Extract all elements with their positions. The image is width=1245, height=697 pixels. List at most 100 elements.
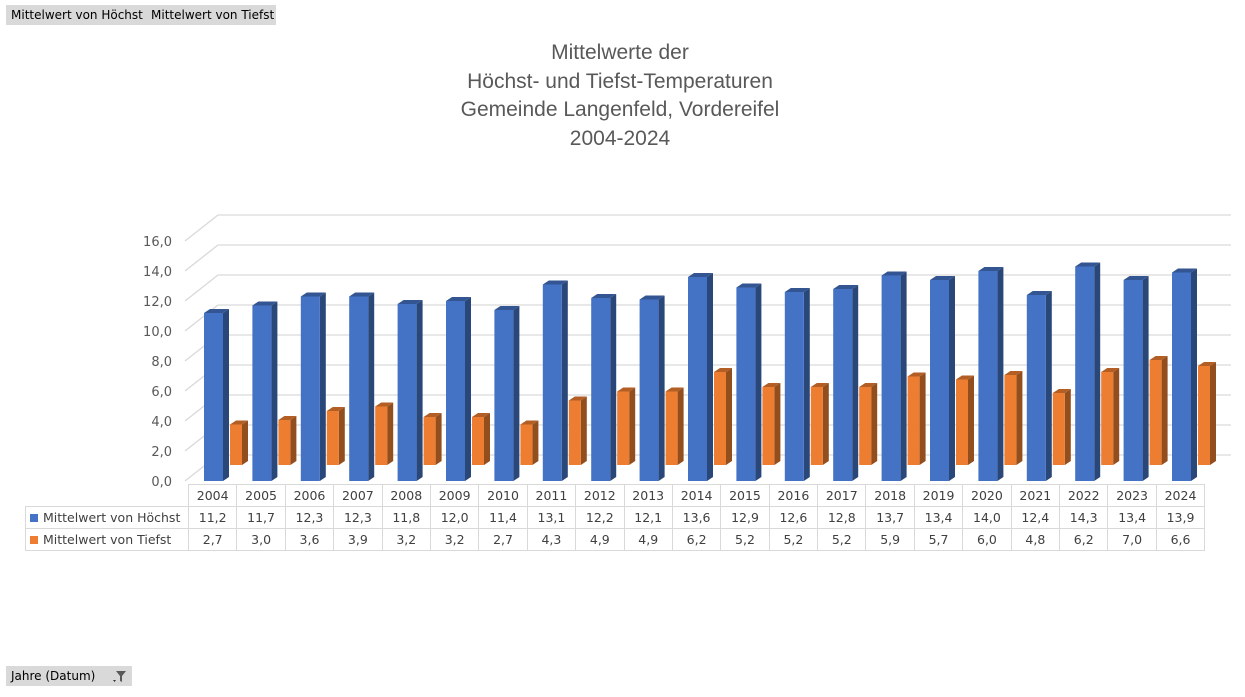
category-label: 2016: [768, 484, 819, 507]
bar-tiefst-top: [907, 372, 926, 377]
category-label: 2024: [1155, 484, 1206, 507]
data-label: 12,0: [429, 506, 480, 529]
bar-hoechst: [591, 298, 611, 481]
data-label: 5,9: [865, 528, 915, 551]
bar-hoechst-side: [223, 309, 229, 481]
title-line: Gemeinde Langenfeld, Vordereifel: [460, 98, 780, 121]
category-label: 2014: [671, 484, 722, 507]
field-button-hoechst[interactable]: Mittelwert von Höchst: [6, 5, 146, 25]
bar-hoechst-top: [1172, 268, 1197, 273]
bar-tiefst: [472, 417, 484, 465]
data-label: 12,1: [623, 506, 673, 529]
bar-tiefst: [1149, 360, 1162, 465]
bar-hoechst-side: [1094, 262, 1101, 481]
data-label: 5,2: [817, 528, 867, 551]
legend-key-tiefst: [30, 536, 38, 544]
bar-hoechst: [494, 310, 514, 481]
data-label: 6,0: [962, 528, 1012, 551]
data-table: 2004 2005 2006 2007 2008 2009 2010 2011 2012 2013…: [25, 484, 1206, 551]
bar-hoechst: [252, 305, 272, 481]
bar-tiefst-side: [822, 383, 829, 465]
category-label: 2010: [478, 484, 528, 507]
bar-tiefst-top: [1198, 362, 1216, 366]
bar-tiefst-top: [568, 396, 587, 401]
filter-dropdown-icon[interactable]: [112, 669, 126, 683]
data-label: 12,9: [720, 506, 770, 529]
data-label: 3,2: [381, 528, 431, 551]
data-label: 4,9: [623, 528, 673, 551]
data-label: 3,9: [333, 528, 383, 551]
bar-tiefst-side: [629, 387, 636, 465]
data-label: 12,6: [768, 506, 819, 529]
bar-tiefst-side: [968, 375, 974, 465]
bar-hoechst: [881, 275, 901, 481]
field-button-tiefst[interactable]: Mittelwert von Tiefst: [146, 5, 276, 25]
bar-tiefst-top: [278, 416, 297, 420]
bar-hoechst-side: [465, 297, 471, 481]
bar-tiefst-side: [919, 372, 926, 465]
bar-tiefst: [907, 376, 920, 465]
bar-hoechst-side: [949, 276, 955, 481]
bar-tiefst-top: [762, 383, 781, 387]
category-label: 2021: [1010, 484, 1061, 507]
data-label: 13,6: [671, 506, 722, 529]
data-label: 3,0: [236, 528, 286, 551]
bar-hoechst: [349, 296, 369, 481]
bar-tiefst-top: [520, 420, 539, 425]
bar-hoechst: [930, 280, 949, 481]
data-label: 11,2: [187, 506, 238, 529]
data-table-row: Mittelwert von Tiefst 2,7 3,0 3,6 3,9 3,2 3,2 2…: [25, 528, 1206, 551]
bar-hoechst: [639, 299, 659, 481]
data-label: 11,7: [236, 506, 286, 529]
bar-tiefst-side: [484, 413, 490, 465]
data-label: 5,7: [913, 528, 964, 551]
bar-hoechst: [397, 304, 417, 481]
bar-hoechst-top: [639, 295, 665, 300]
bar-tiefst-top: [617, 387, 636, 392]
bar-hoechst-top: [1075, 262, 1101, 267]
bar-tiefst: [810, 387, 823, 465]
bar-tiefst: [423, 417, 436, 465]
bar-hoechst-top: [542, 280, 568, 285]
data-label: 11,8: [381, 506, 431, 529]
bar-tiefst-top: [665, 387, 684, 392]
data-label: 13,7: [865, 506, 915, 529]
category-label: 2007: [333, 484, 383, 507]
bar-hoechst: [542, 284, 562, 481]
gridline-side: [184, 274, 219, 302]
y-tick-label: 12,0: [143, 295, 172, 310]
bar-tiefst-side: [774, 383, 781, 465]
bar-tiefst-top: [859, 383, 878, 387]
y-tick-label: 4,0: [151, 415, 172, 430]
bar-tiefst-side: [435, 413, 442, 465]
series-name: Mittelwert von Tiefst: [43, 532, 172, 547]
title-line: 2004-2024: [569, 126, 671, 150]
bar-hoechst-side: [707, 273, 713, 481]
data-label: 2,7: [478, 528, 528, 551]
bar-tiefst: [230, 424, 242, 465]
y-tick-label: 16,0: [143, 235, 172, 250]
category-label: 2020: [962, 484, 1012, 507]
category-label: 2008: [381, 484, 431, 507]
bar-hoechst: [204, 313, 223, 481]
bar-hoechst-side: [658, 295, 665, 481]
bar-hoechst-top: [397, 300, 423, 304]
bar-tiefst-side: [677, 387, 684, 465]
bar-hoechst-top: [591, 294, 617, 298]
bar-tiefst: [1198, 366, 1210, 465]
bar-hoechst-top: [784, 288, 810, 292]
y-tick-label: 8,0: [151, 355, 172, 370]
data-label: 12,3: [284, 506, 335, 529]
axis-field-button-jahre[interactable]: Jahre (Datum): [6, 666, 132, 686]
data-label: 12,3: [333, 506, 383, 529]
category-label: 2023: [1107, 484, 1157, 507]
bar-tiefst-top: [472, 413, 490, 417]
category-label: 2005: [236, 484, 286, 507]
bar-tiefst-top: [1052, 389, 1071, 393]
bar-hoechst-top: [930, 276, 955, 280]
bar-hoechst: [300, 296, 320, 481]
bar-tiefst: [1101, 372, 1114, 465]
data-table-header-row: 2004 2005 2006 2007 2008 2009 2010 2011 2012 2013…: [25, 484, 1206, 507]
bar-hoechst-side: [1045, 291, 1052, 481]
gridline-side: [184, 214, 219, 242]
